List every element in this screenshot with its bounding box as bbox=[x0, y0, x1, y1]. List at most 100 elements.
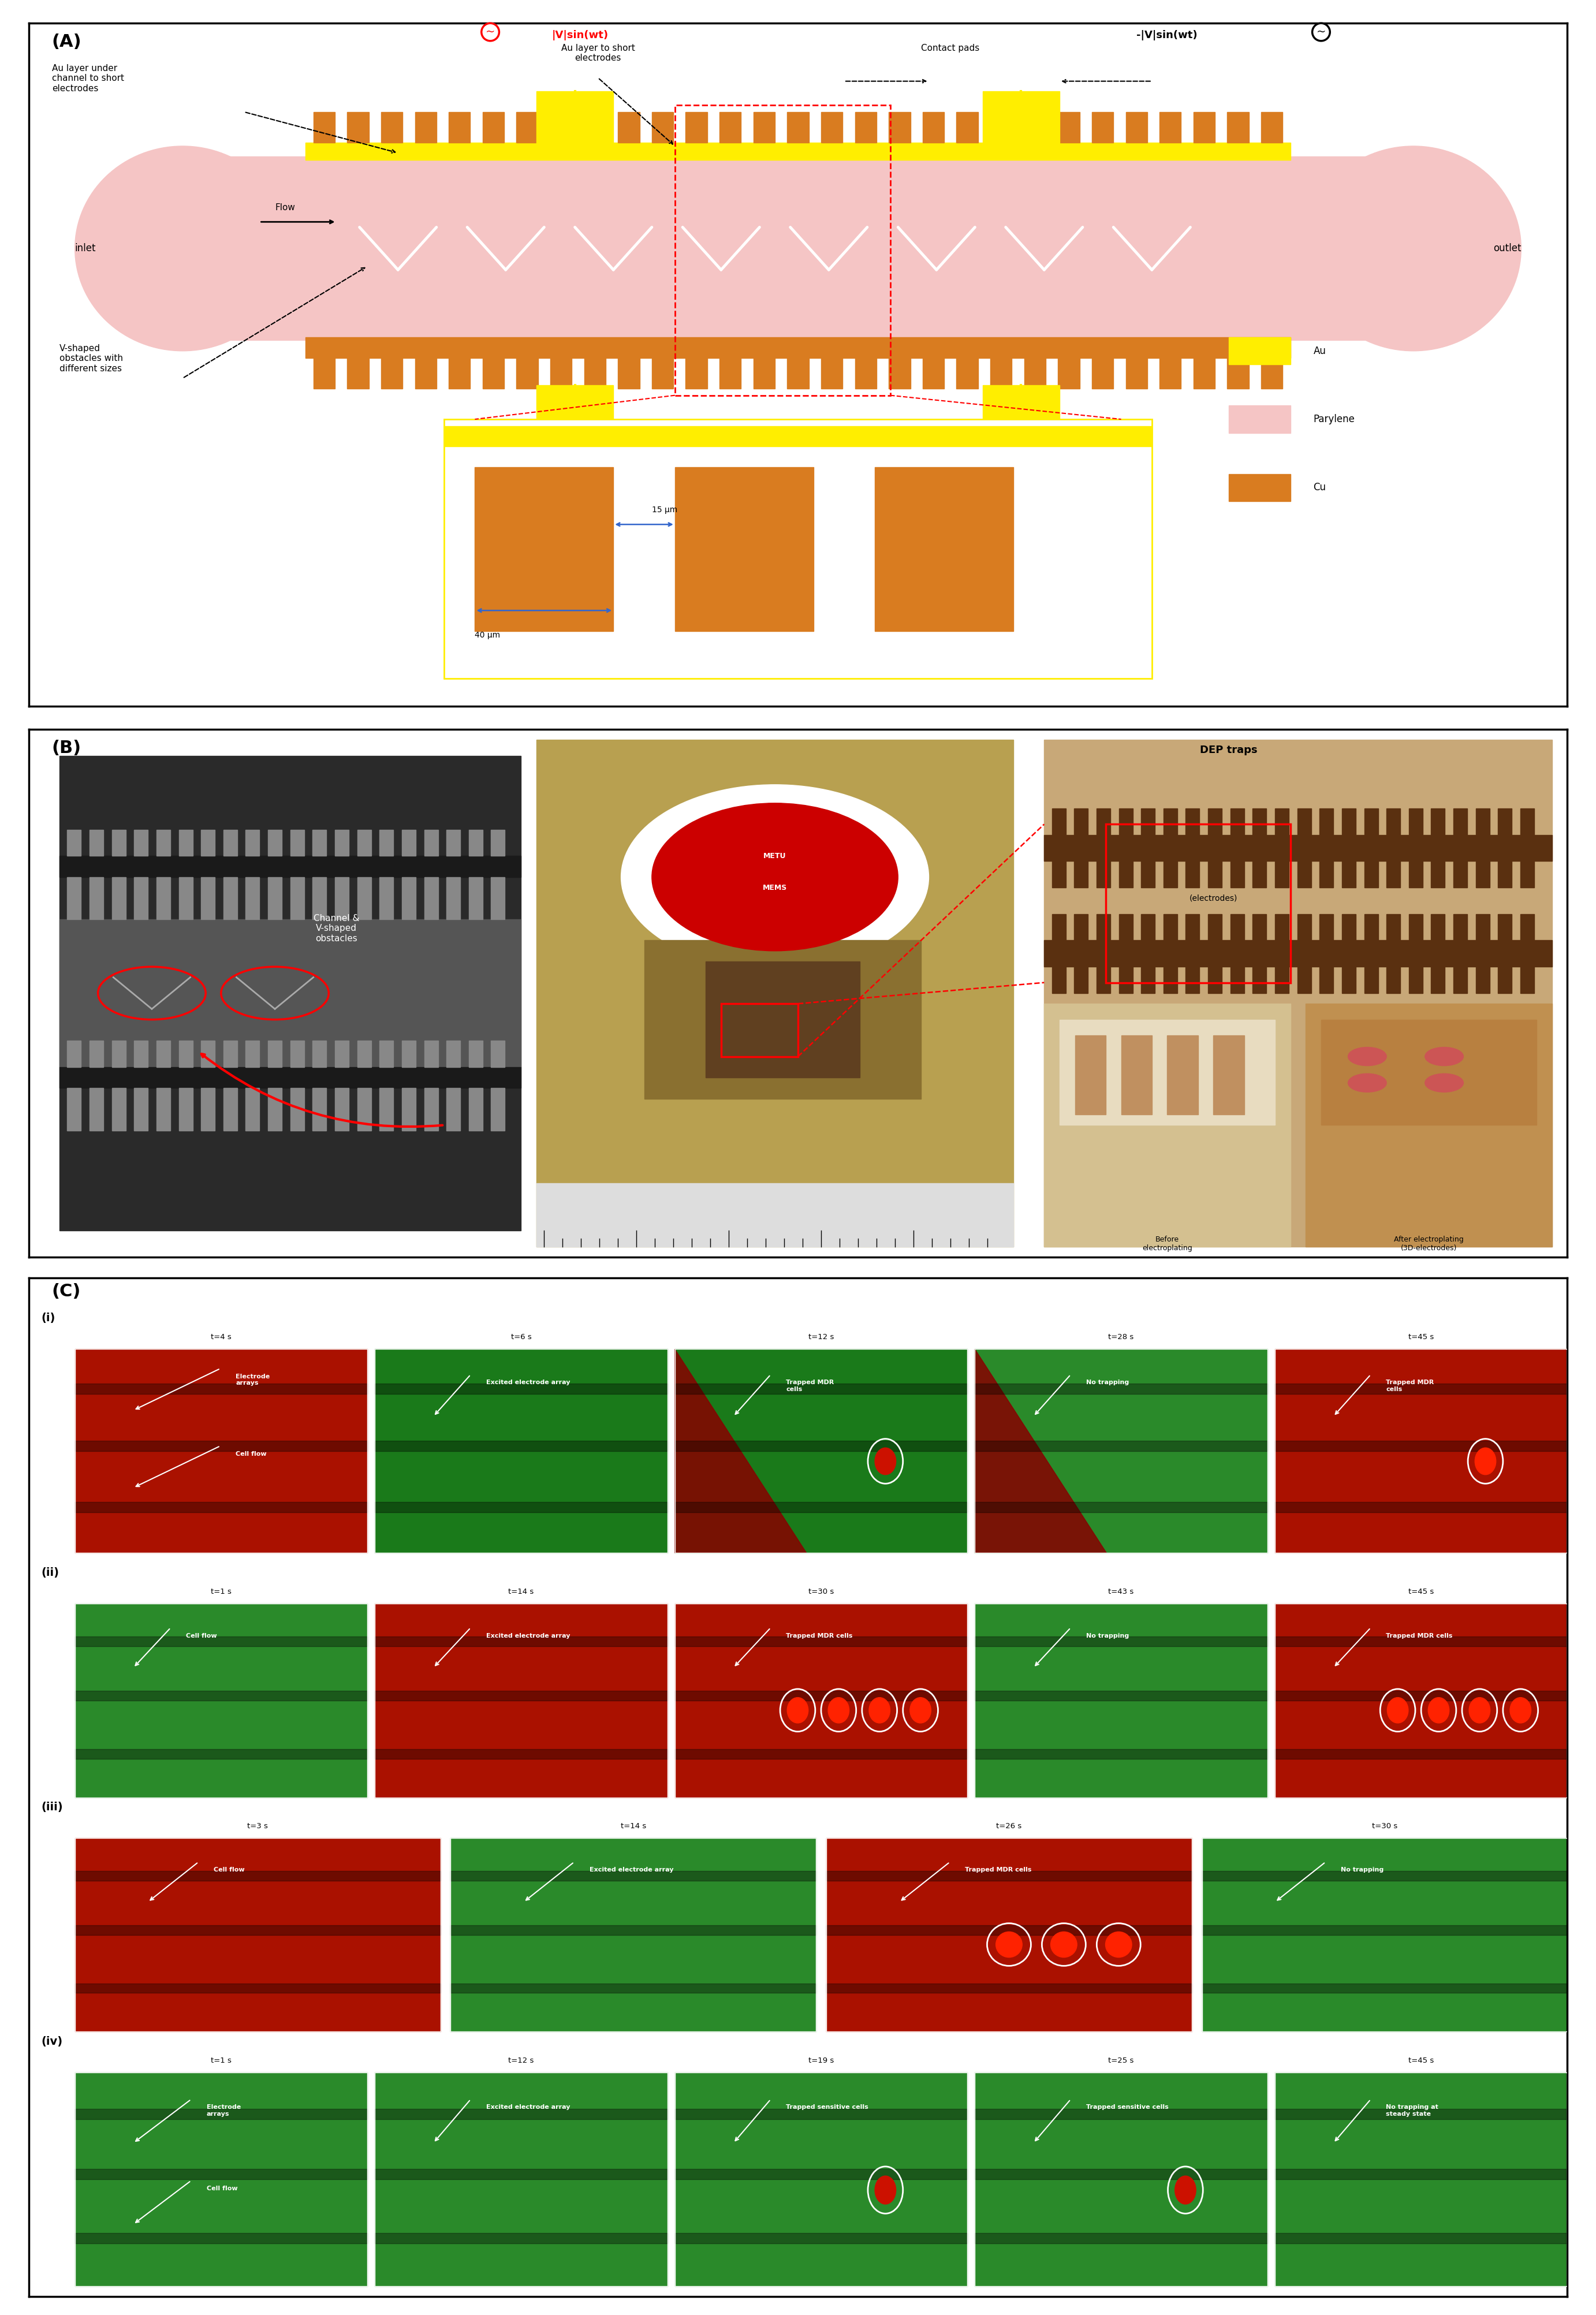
Text: (A): (A) bbox=[51, 32, 81, 51]
Text: Cell flow: Cell flow bbox=[214, 1868, 244, 1873]
Bar bbox=[675, 1604, 967, 1796]
Bar bbox=[975, 1440, 1267, 1452]
Bar bbox=[425, 1042, 437, 1067]
Bar bbox=[381, 111, 402, 144]
Bar bbox=[1058, 111, 1079, 144]
Bar bbox=[375, 2109, 667, 2121]
Bar bbox=[1096, 968, 1111, 993]
Bar bbox=[1163, 968, 1178, 993]
Bar bbox=[402, 1042, 415, 1067]
Text: t=1 s: t=1 s bbox=[211, 2056, 231, 2065]
Bar bbox=[975, 1690, 1267, 1702]
Bar bbox=[1202, 1984, 1567, 1993]
Text: No trapping: No trapping bbox=[1085, 1380, 1128, 1384]
Bar bbox=[447, 1042, 460, 1067]
Bar bbox=[1454, 861, 1467, 887]
Bar bbox=[358, 829, 370, 857]
Bar bbox=[975, 2072, 1267, 2287]
Text: t=14 s: t=14 s bbox=[621, 1822, 646, 1829]
Bar bbox=[1365, 808, 1377, 836]
Bar bbox=[290, 829, 305, 857]
Bar bbox=[179, 877, 193, 919]
Bar bbox=[75, 2072, 367, 2287]
Bar bbox=[787, 111, 809, 144]
Bar bbox=[469, 1088, 482, 1130]
Bar bbox=[223, 829, 238, 857]
Text: Cell flow: Cell flow bbox=[187, 1632, 217, 1639]
Text: t=45 s: t=45 s bbox=[1408, 2056, 1433, 2065]
Bar bbox=[75, 1690, 367, 1702]
Bar bbox=[425, 877, 437, 919]
Bar bbox=[89, 1042, 104, 1067]
Ellipse shape bbox=[910, 1697, 930, 1722]
Bar bbox=[889, 111, 910, 144]
Bar bbox=[1186, 808, 1200, 836]
Bar bbox=[1320, 914, 1333, 940]
Bar bbox=[268, 829, 282, 857]
Bar bbox=[1275, 861, 1290, 887]
Text: 15 μm: 15 μm bbox=[651, 507, 677, 514]
Bar bbox=[1365, 861, 1377, 887]
Text: Cell flow: Cell flow bbox=[236, 1452, 267, 1456]
Text: Cu: Cu bbox=[1314, 482, 1326, 493]
Bar bbox=[201, 877, 215, 919]
Ellipse shape bbox=[1106, 1931, 1132, 1956]
Text: t=14 s: t=14 s bbox=[508, 1588, 533, 1595]
Bar bbox=[956, 111, 978, 144]
Text: Trapped MDR cells: Trapped MDR cells bbox=[785, 1632, 852, 1639]
Bar bbox=[1454, 914, 1467, 940]
Bar bbox=[975, 1384, 1267, 1394]
Bar bbox=[675, 1604, 967, 1796]
Bar bbox=[75, 2232, 367, 2243]
Bar bbox=[358, 1042, 370, 1067]
Text: Trapped MDR cells: Trapped MDR cells bbox=[966, 1868, 1031, 1873]
Bar bbox=[651, 111, 674, 144]
Text: DEP traps: DEP traps bbox=[1200, 745, 1258, 755]
Bar bbox=[67, 1088, 81, 1130]
Bar bbox=[75, 1871, 440, 1880]
Bar bbox=[380, 877, 393, 919]
Bar bbox=[1365, 914, 1377, 940]
Bar bbox=[551, 111, 571, 144]
Bar bbox=[75, 2169, 367, 2178]
Bar bbox=[348, 359, 369, 389]
Text: (i): (i) bbox=[41, 1313, 56, 1324]
Bar bbox=[1186, 968, 1200, 993]
Text: (electrodes): (electrodes) bbox=[1189, 894, 1237, 903]
Bar bbox=[1275, 1350, 1567, 1553]
Ellipse shape bbox=[1468, 1697, 1491, 1722]
Bar bbox=[425, 829, 437, 857]
Bar bbox=[1208, 914, 1223, 940]
Text: Cell flow: Cell flow bbox=[206, 2185, 238, 2192]
Bar bbox=[201, 1042, 215, 1067]
Bar bbox=[1432, 861, 1444, 887]
Text: (ii): (ii) bbox=[41, 1567, 59, 1579]
Bar bbox=[450, 1926, 816, 1935]
Text: Excited electrode array: Excited electrode array bbox=[487, 1380, 570, 1384]
Text: Contact pads: Contact pads bbox=[921, 44, 980, 53]
Bar bbox=[827, 1838, 1192, 2033]
Text: MEMS: MEMS bbox=[763, 884, 787, 891]
Bar bbox=[645, 940, 921, 1100]
Bar bbox=[375, 1502, 667, 1512]
Bar bbox=[820, 111, 843, 144]
Bar bbox=[112, 829, 126, 857]
Ellipse shape bbox=[1050, 1931, 1077, 1956]
Bar bbox=[179, 1088, 193, 1130]
Bar bbox=[381, 359, 402, 389]
Bar bbox=[1409, 968, 1422, 993]
Text: Trapped MDR
cells: Trapped MDR cells bbox=[1385, 1380, 1435, 1391]
Bar bbox=[290, 1042, 305, 1067]
Bar bbox=[721, 1005, 798, 1056]
Text: Flow: Flow bbox=[275, 204, 295, 211]
Text: Trapped sensitive cells: Trapped sensitive cells bbox=[785, 2104, 868, 2111]
Bar bbox=[156, 1042, 171, 1067]
Text: |V|sin(wt): |V|sin(wt) bbox=[552, 30, 608, 39]
Text: t=26 s: t=26 s bbox=[996, 1822, 1021, 1829]
Bar bbox=[651, 359, 674, 389]
Bar bbox=[1160, 111, 1181, 144]
Bar bbox=[1076, 1035, 1106, 1114]
Bar bbox=[990, 359, 1012, 389]
Bar bbox=[313, 111, 335, 144]
Bar bbox=[469, 1042, 482, 1067]
